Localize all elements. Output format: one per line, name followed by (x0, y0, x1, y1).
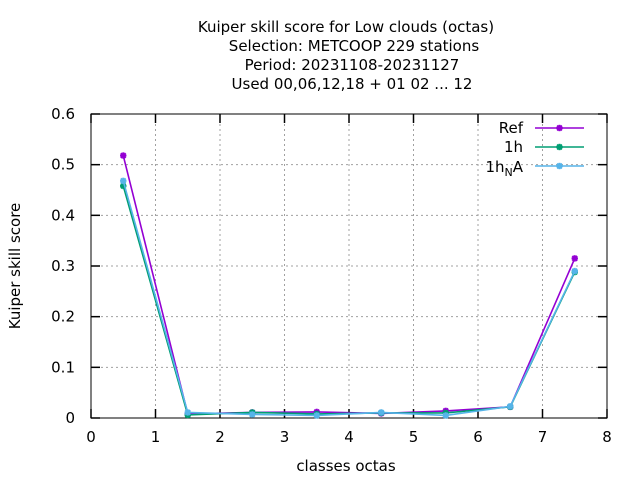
data-point-1h-na (442, 412, 449, 419)
data-point-1h-na-d2 (378, 409, 385, 416)
x-tick-label: 1 (151, 428, 161, 446)
chart-title: Kuiper skill score for Low clouds (octas… (198, 18, 494, 93)
legend-marker-1h-na-d2 (556, 162, 563, 170)
tick-labels: 0 1 2 3 4 5 6 7 8 0 0.1 0.2 0.3 0.4 0.5 0.6 (51, 105, 612, 446)
legend-samples (535, 124, 584, 170)
data-point-ref (120, 152, 127, 159)
plot-frame (90, 113, 608, 419)
legend-marker-1h (556, 143, 563, 151)
series-layer (120, 152, 578, 419)
legend-marker-1h-d2 (556, 143, 563, 151)
y-tick-label: 0.1 (51, 358, 75, 376)
legend-label-1h: 1h (504, 138, 523, 156)
x-axis-label: classes octas (296, 457, 396, 475)
title-line-4: Used 00,06,12,18 + 01 02 ... 12 (232, 75, 473, 93)
legend-marker-ref (556, 124, 563, 132)
title-line-3: Period: 20231108-20231127 (245, 56, 460, 74)
data-point-1h-na (120, 177, 127, 185)
legend-label-1h-na: 1hNA (485, 158, 523, 179)
data-point-1h-na (249, 411, 256, 418)
x-tick-label: 3 (280, 428, 290, 446)
title-line-1: Kuiper skill score for Low clouds (octas… (198, 18, 494, 36)
x-tick-label: 8 (602, 428, 612, 446)
x-tick-label: 2 (215, 428, 225, 446)
data-point-1h-na (571, 267, 578, 275)
data-point-ref-d2 (120, 152, 127, 159)
x-tick-label: 4 (344, 428, 354, 446)
data-point-1h-na-d2 (507, 403, 514, 410)
data-point-1h-na-d2 (442, 412, 449, 419)
x-tick-label: 7 (538, 428, 548, 446)
legend-label-ref: Ref (499, 119, 524, 137)
data-point-1h-na (378, 409, 385, 416)
series-line-1h-na (122, 180, 576, 417)
y-tick-label: 0.5 (51, 156, 75, 174)
series-1h-na (120, 177, 578, 419)
legend-marker-ref-d2 (556, 124, 563, 132)
title-line-2: Selection: METCOOP 229 stations (229, 37, 480, 55)
legend-label-1h-na-sub: N (505, 166, 513, 179)
y-tick-label: 0 (65, 409, 75, 427)
data-point-1h-na-d2 (313, 412, 320, 419)
legend-label-1h-na-main: 1h (485, 158, 504, 176)
data-point-1h-na-d2 (120, 177, 127, 184)
x-tick-label: 0 (86, 428, 96, 446)
y-tick-label: 0.3 (51, 257, 75, 275)
data-point-1h-na (507, 403, 514, 410)
data-point-1h-na (184, 409, 191, 416)
y-tick-label: 0.4 (51, 206, 75, 224)
legend-label-1h-na-tail: A (513, 158, 524, 176)
data-point-1h-na-d2 (249, 411, 256, 418)
x-tick-label: 6 (473, 428, 483, 446)
legend-marker-1h-na (556, 162, 563, 170)
data-point-1h-na-d2 (184, 409, 191, 416)
data-point-ref-d2 (571, 255, 578, 262)
data-point-ref (571, 255, 578, 262)
y-tick-label: 0.2 (51, 308, 75, 326)
y-axis-label: Kuiper skill score (6, 203, 24, 330)
data-point-1h-na (313, 412, 320, 419)
x-tick-label: 5 (409, 428, 419, 446)
data-point-1h-na-d2 (571, 267, 578, 275)
legend: Ref 1h 1hNA (485, 119, 584, 179)
y-tick-label: 0.6 (51, 105, 75, 123)
grid (91, 114, 607, 418)
